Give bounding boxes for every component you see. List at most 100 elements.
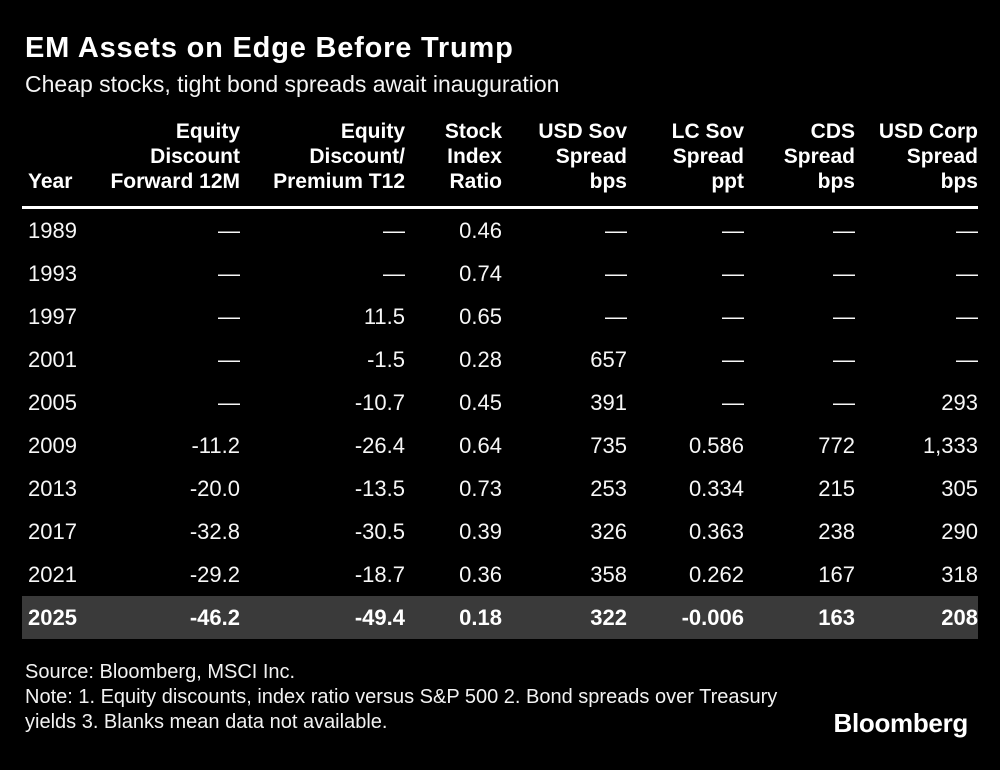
column-header-usd-corp-spread: USD Corp Spread bps bbox=[855, 118, 978, 209]
chart-subtitle: Cheap stocks, tight bond spreads await i… bbox=[25, 71, 560, 98]
value-cell: -10.7 bbox=[354, 389, 405, 415]
table-row: 2001 — -1.5 0.28 657 — — — bbox=[22, 338, 978, 381]
year-cell: 2017 bbox=[28, 518, 77, 544]
year-cell: 1989 bbox=[28, 217, 77, 243]
value-cell: 167 bbox=[818, 561, 855, 587]
value-cell: 0.18 bbox=[459, 604, 502, 630]
value-cell: 0.363 bbox=[688, 518, 744, 544]
year-cell: 2001 bbox=[28, 346, 77, 372]
value-cell: 11.5 bbox=[363, 303, 405, 329]
column-header-year: Year bbox=[22, 118, 102, 209]
value-cell: -0.006 bbox=[681, 604, 744, 630]
value-cell: -11.2 bbox=[191, 432, 240, 458]
value-cell: -30.5 bbox=[354, 518, 405, 544]
value-cell: — bbox=[833, 389, 855, 415]
value-cell: 215 bbox=[818, 475, 855, 501]
value-cell: 305 bbox=[941, 475, 978, 501]
value-cell: — bbox=[218, 217, 240, 243]
value-cell: -13.5 bbox=[354, 475, 405, 501]
year-cell: 2025 bbox=[28, 604, 77, 630]
value-cell: — bbox=[218, 260, 240, 286]
column-header-equity-discount-premium-t12: Equity Discount/ Premium T12 bbox=[240, 118, 405, 209]
value-cell: 1,333 bbox=[922, 432, 978, 458]
value-cell: 238 bbox=[818, 518, 855, 544]
value-cell: 0.45 bbox=[459, 389, 502, 415]
value-cell: — bbox=[218, 303, 240, 329]
value-cell: — bbox=[383, 217, 405, 243]
table-row-highlighted: 2025 -46.2 -49.4 0.18 322 -0.006 163 208 bbox=[22, 595, 978, 639]
source-text: Source: Bloomberg, MSCI Inc. bbox=[25, 660, 296, 683]
value-cell: 0.334 bbox=[688, 475, 744, 501]
value-cell: 290 bbox=[941, 518, 978, 544]
value-cell: — bbox=[605, 303, 627, 329]
page-title: EM Assets on Edge Before Trump bbox=[25, 32, 514, 64]
year-cell: 2005 bbox=[28, 389, 77, 415]
value-cell: 0.28 bbox=[459, 346, 502, 372]
column-header-cds-spread: CDS Spread bps bbox=[744, 118, 855, 209]
value-cell: 0.262 bbox=[688, 561, 744, 587]
value-cell: 293 bbox=[941, 389, 978, 415]
value-cell: 318 bbox=[941, 561, 978, 587]
value-cell: — bbox=[833, 346, 855, 372]
value-cell: — bbox=[722, 217, 744, 243]
column-header-equity-discount-forward-12m: Equity Discount Forward 12M bbox=[102, 118, 240, 209]
value-cell: — bbox=[605, 217, 627, 243]
value-cell: 0.586 bbox=[688, 432, 744, 458]
value-cell: — bbox=[722, 389, 744, 415]
value-cell: 391 bbox=[590, 389, 627, 415]
bloomberg-logo: Bloomberg bbox=[833, 708, 968, 738]
table-row: 1993 — — 0.74 — — — — bbox=[22, 252, 978, 295]
table-row: 2009 -11.2 -26.4 0.64 735 0.586 772 1,33… bbox=[22, 424, 978, 467]
value-cell: 0.64 bbox=[459, 432, 502, 458]
note-text: Note: 1. Equity discounts, index ratio v… bbox=[25, 685, 778, 733]
value-cell: -18.7 bbox=[354, 561, 405, 587]
value-cell: 735 bbox=[590, 432, 627, 458]
value-cell: — bbox=[833, 303, 855, 329]
value-cell: — bbox=[605, 260, 627, 286]
value-cell: — bbox=[722, 260, 744, 286]
year-cell: 2009 bbox=[28, 432, 77, 458]
table-row: 2021 -29.2 -18.7 0.36 358 0.262 167 318 bbox=[22, 553, 978, 596]
value-cell: -46.2 bbox=[189, 604, 240, 630]
value-cell: 0.46 bbox=[459, 217, 502, 243]
value-cell: 0.65 bbox=[459, 303, 502, 329]
value-cell: 322 bbox=[590, 604, 627, 630]
value-cell: 208 bbox=[941, 604, 978, 630]
value-cell: 0.36 bbox=[459, 561, 502, 587]
year-cell: 1997 bbox=[28, 303, 77, 329]
column-header-stock-index-ratio: Stock Index Ratio bbox=[405, 118, 502, 209]
value-cell: -29.2 bbox=[189, 561, 240, 587]
year-cell: 1993 bbox=[28, 260, 77, 286]
value-cell: -26.4 bbox=[354, 432, 405, 458]
header-row: Year Equity Discount Forward 12M Equity … bbox=[22, 118, 978, 209]
value-cell: — bbox=[218, 389, 240, 415]
value-cell: 0.73 bbox=[459, 475, 502, 501]
table-row: 1997 — 11.5 0.65 — — — — bbox=[22, 295, 978, 338]
table-row: 1989 — — 0.46 — — — — bbox=[22, 207, 978, 252]
value-cell: 326 bbox=[590, 518, 627, 544]
value-cell: — bbox=[383, 260, 405, 286]
value-cell: — bbox=[956, 346, 978, 372]
value-cell: 0.74 bbox=[459, 260, 502, 286]
value-cell: -20.0 bbox=[189, 475, 240, 501]
year-cell: 2021 bbox=[28, 561, 77, 587]
value-cell: -32.8 bbox=[189, 518, 240, 544]
value-cell: — bbox=[722, 303, 744, 329]
value-cell: — bbox=[833, 217, 855, 243]
table-row: 2017 -32.8 -30.5 0.39 326 0.363 238 290 bbox=[22, 510, 978, 553]
value-cell: — bbox=[956, 260, 978, 286]
value-cell: 772 bbox=[818, 432, 855, 458]
footer: Source: Bloomberg, MSCI Inc. Note: 1. Eq… bbox=[25, 660, 978, 735]
column-header-lc-sov-spread: LC Sov Spread ppt bbox=[627, 118, 744, 209]
value-cell: 253 bbox=[590, 475, 627, 501]
value-cell: 657 bbox=[590, 346, 627, 372]
year-cell: 2013 bbox=[28, 475, 77, 501]
value-cell: 358 bbox=[590, 561, 627, 587]
value-cell: — bbox=[722, 346, 744, 372]
column-header-usd-sov-spread: USD Sov Spread bps bbox=[502, 118, 627, 209]
table-row: 2013 -20.0 -13.5 0.73 253 0.334 215 305 bbox=[22, 467, 978, 510]
value-cell: — bbox=[956, 217, 978, 243]
data-table: Year Equity Discount Forward 12M Equity … bbox=[22, 118, 978, 639]
value-cell: -1.5 bbox=[367, 346, 405, 372]
